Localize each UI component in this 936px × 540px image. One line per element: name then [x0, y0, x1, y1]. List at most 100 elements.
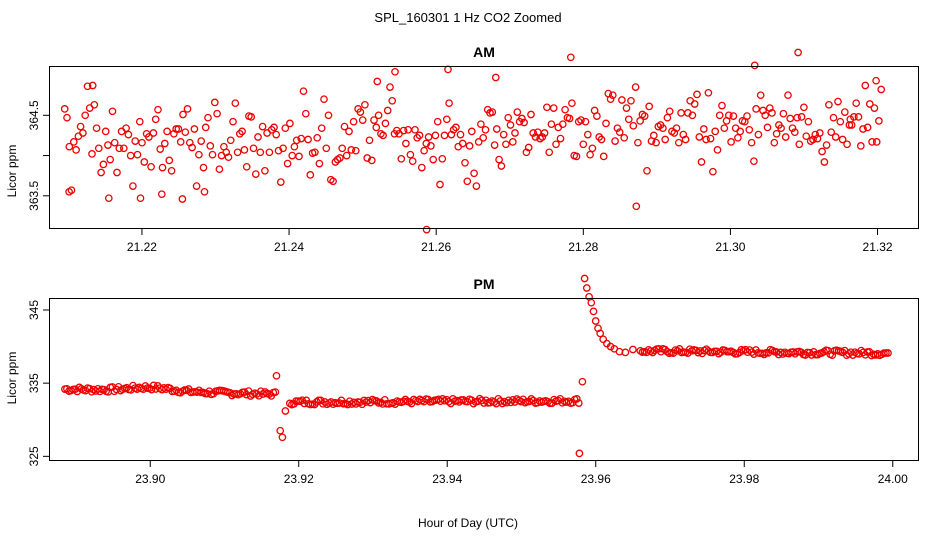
am-data-point [258, 122, 267, 131]
pm-x-tick-label: 23.94 [432, 472, 462, 486]
am-data-point [436, 180, 444, 189]
am-data-point [636, 117, 644, 125]
am-data-point [290, 142, 299, 151]
am-data-point [572, 152, 581, 161]
am-data-point [465, 142, 474, 150]
am-data-point [154, 105, 162, 114]
pm-x-tick-label: 23.98 [729, 472, 759, 486]
am-data-point [313, 133, 322, 142]
am-data-point [734, 133, 742, 142]
am-data-point [597, 135, 606, 144]
am-data-point [686, 96, 695, 105]
am-plot-frame [49, 66, 919, 229]
pm-x-axis: 23.90 23.92 23.94 23.96 23.98 24.00 [135, 461, 908, 486]
am-data-point [60, 105, 69, 113]
am-data-point [106, 155, 115, 164]
am-data-point [165, 156, 174, 165]
pm-y-tick-label: 335 [27, 373, 41, 393]
am-data-point [331, 158, 340, 166]
am-data-point [499, 130, 508, 139]
am-data-point [820, 158, 829, 166]
am-data-point [477, 120, 485, 129]
am-data-point [373, 77, 382, 86]
am-data-point [488, 108, 497, 116]
am-data-point [286, 119, 294, 128]
pm-data-point [469, 399, 478, 408]
am-data-point [511, 129, 519, 137]
am-data-point [417, 163, 426, 172]
am-data-point [606, 95, 615, 104]
am-data-point [213, 109, 221, 118]
pm-y-axis: 325 335 345 [27, 300, 49, 466]
am-data-point [652, 138, 660, 147]
am-data-point [345, 127, 353, 136]
am-data-point [178, 195, 187, 203]
am-data-point [233, 148, 242, 157]
am-data-point [718, 101, 726, 110]
pm-data-point [276, 426, 285, 435]
am-data-point [404, 125, 412, 134]
am-data-point [677, 109, 685, 117]
am-data-point [65, 142, 74, 151]
am-data-point [566, 53, 575, 62]
am-y-axis-label: Licor ppm [5, 145, 19, 198]
am-data-point [872, 76, 880, 85]
am-data-point [713, 146, 722, 154]
am-data-point [276, 178, 285, 186]
am-data-point [238, 127, 246, 136]
am-x-tick-label: 21.30 [715, 240, 745, 254]
am-data-point [763, 123, 772, 132]
am-data-point [629, 121, 638, 130]
am-data-point [556, 134, 565, 143]
am-data-point [754, 130, 763, 139]
pm-data-point [760, 350, 769, 359]
am-data-point [90, 100, 99, 109]
am-data-point [513, 108, 522, 116]
pm-data-point [596, 329, 605, 338]
am-data-point [581, 117, 590, 126]
am-data-point [854, 113, 863, 121]
pm-data-point [261, 388, 269, 396]
am-data-point [445, 99, 453, 108]
am-data-point [76, 122, 85, 131]
am-data-point [529, 129, 538, 137]
am-data-point [793, 113, 801, 122]
pm-data-point [575, 449, 584, 458]
am-data-point [324, 111, 333, 120]
am-data-point [340, 122, 349, 131]
am-data-point [608, 91, 617, 100]
am-data-point [811, 130, 820, 139]
am-data-point [104, 141, 112, 149]
am-panel-title: AM [473, 44, 495, 60]
am-data-point [777, 124, 785, 133]
am-data-point [815, 129, 824, 137]
am-data-point [79, 129, 87, 137]
am-data-point [427, 142, 435, 150]
am-data-point [288, 151, 297, 160]
am-data-point [240, 146, 249, 154]
am-data-point [643, 166, 651, 175]
am-data-point [829, 113, 838, 122]
pm-data-point [587, 298, 596, 307]
am-data-point [454, 142, 463, 151]
am-data-point [586, 150, 594, 159]
am-data-point [226, 136, 235, 145]
am-data-point [872, 138, 881, 146]
am-data-point [272, 130, 281, 139]
am-data-point [149, 129, 158, 137]
pm-x-tick-label: 23.90 [135, 472, 165, 486]
am-data-point [157, 190, 166, 199]
am-data-point [192, 182, 201, 190]
pm-data-point [589, 307, 598, 316]
am-data-point [315, 159, 324, 168]
am-data-point [411, 125, 419, 134]
am-data-point [611, 137, 619, 145]
am-data-point [101, 127, 110, 136]
am-data-point [504, 113, 513, 122]
am-data-point [261, 166, 269, 175]
am-data-point [788, 124, 797, 133]
am-data-point [518, 114, 526, 123]
am-data-point [877, 85, 886, 94]
am-data-point [306, 171, 315, 179]
pm-panel-title: PM [474, 276, 495, 292]
